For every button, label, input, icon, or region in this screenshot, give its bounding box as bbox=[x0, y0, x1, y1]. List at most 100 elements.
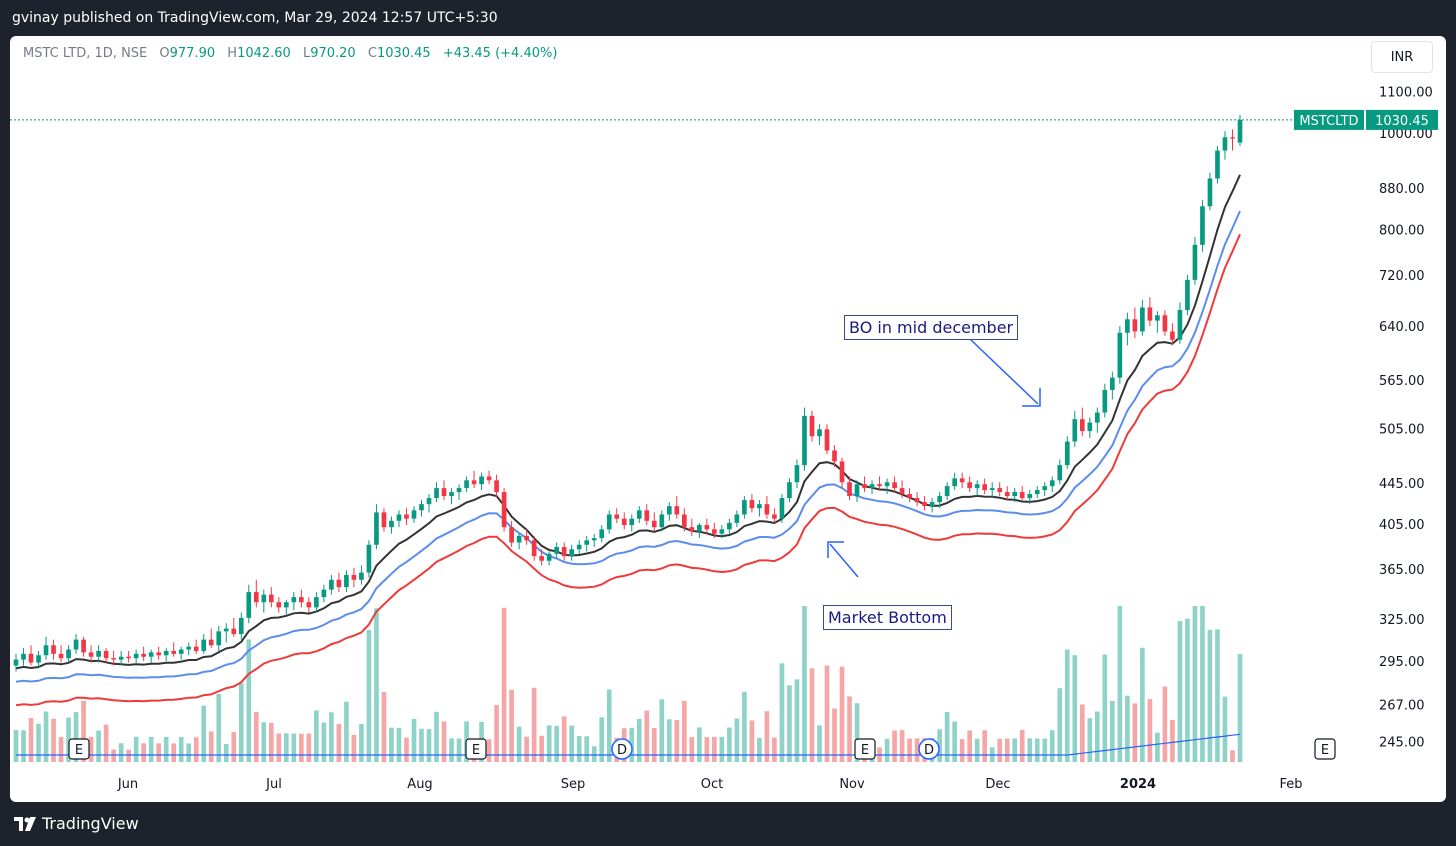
candle bbox=[892, 482, 897, 489]
legend-close: 1030.45 bbox=[376, 46, 431, 61]
earnings-marker bbox=[1314, 738, 1336, 760]
volume-bar bbox=[967, 730, 972, 762]
candle bbox=[862, 484, 867, 489]
legend-low-label: L bbox=[302, 46, 311, 61]
volume-bar bbox=[238, 683, 244, 762]
x-tick-label: Feb bbox=[1279, 777, 1302, 792]
candle bbox=[13, 659, 19, 666]
volume-bar bbox=[96, 730, 101, 762]
dividend-marker bbox=[918, 738, 940, 760]
annotation-bo-mid-december: BO in mid december bbox=[844, 315, 1019, 340]
y-tick-label: 267.00 bbox=[1379, 698, 1425, 713]
candle bbox=[464, 480, 469, 489]
volume-bar bbox=[118, 743, 124, 762]
volume-bar bbox=[1170, 719, 1175, 762]
volume-bar bbox=[674, 719, 680, 762]
candle bbox=[1215, 150, 1220, 179]
volume-bar bbox=[1079, 704, 1085, 762]
volume-bar bbox=[591, 746, 597, 762]
volume-bar bbox=[1162, 686, 1168, 762]
tradingview-logo[interactable]: TradingView bbox=[14, 814, 139, 833]
volume-bar bbox=[284, 733, 289, 762]
volume-bar bbox=[727, 727, 732, 762]
volume-bar bbox=[524, 736, 529, 762]
volume-bar bbox=[779, 663, 785, 762]
candle bbox=[1162, 315, 1168, 332]
volume-bar bbox=[299, 733, 304, 762]
volume-bar bbox=[411, 718, 417, 762]
volume-bar bbox=[103, 724, 109, 762]
candle bbox=[516, 535, 522, 543]
candle bbox=[141, 653, 146, 657]
x-tick-label: Sep bbox=[561, 777, 586, 792]
candle bbox=[591, 538, 597, 541]
volume-bar bbox=[88, 737, 94, 762]
candle bbox=[599, 529, 605, 539]
candle bbox=[569, 549, 575, 557]
candle bbox=[764, 504, 770, 515]
volume-bar bbox=[689, 737, 695, 762]
candle bbox=[81, 639, 86, 653]
volume-bar bbox=[359, 723, 364, 762]
candle bbox=[359, 572, 364, 580]
candle bbox=[839, 461, 845, 483]
volume-bar bbox=[43, 711, 49, 762]
volume-bar bbox=[501, 607, 507, 762]
volume-bar bbox=[1087, 718, 1093, 762]
volume-bar bbox=[719, 736, 725, 762]
candle bbox=[261, 594, 267, 603]
candle bbox=[539, 556, 544, 561]
ma-mid-line bbox=[15, 210, 1241, 683]
y-tick-label: 245.00 bbox=[1379, 735, 1425, 750]
volume-bar bbox=[937, 729, 942, 762]
legend-open: 977.90 bbox=[169, 46, 216, 61]
volume-bar bbox=[66, 717, 71, 762]
candle bbox=[344, 574, 349, 588]
volume-bar bbox=[974, 738, 980, 762]
volume-bar bbox=[1177, 621, 1183, 762]
volume-bar bbox=[884, 738, 890, 762]
candle bbox=[952, 478, 957, 487]
volume-bar bbox=[201, 705, 207, 762]
chart-area[interactable]: 1100.00 1000.00 880.00 800.00 720.00 640.00 56… bbox=[10, 36, 1446, 802]
candle bbox=[268, 594, 274, 603]
volume-bar bbox=[832, 708, 837, 762]
ma-short-line bbox=[15, 174, 1241, 670]
candle bbox=[501, 492, 507, 528]
volume-bar bbox=[997, 738, 1003, 762]
candle bbox=[576, 544, 582, 550]
candle bbox=[411, 510, 417, 519]
volume-bar bbox=[794, 679, 800, 762]
x-tick-label: Jun bbox=[117, 777, 138, 792]
candle bbox=[479, 476, 484, 485]
candle bbox=[779, 498, 785, 519]
volume-bar bbox=[389, 727, 394, 762]
volume-bar bbox=[697, 727, 702, 762]
volume-bar bbox=[817, 725, 822, 762]
volume-bar bbox=[659, 699, 665, 762]
candle bbox=[847, 482, 852, 497]
currency-button[interactable]: INR bbox=[1371, 41, 1433, 73]
candle bbox=[1064, 441, 1070, 466]
volume-bar bbox=[276, 733, 282, 762]
event-marker-label: D bbox=[617, 743, 627, 758]
volume-bar bbox=[734, 718, 740, 762]
volume-bar bbox=[854, 703, 860, 762]
x-tick-label: Nov bbox=[839, 777, 865, 792]
candle bbox=[1012, 492, 1018, 497]
volume-bar bbox=[636, 718, 642, 762]
volume-bar bbox=[847, 696, 852, 762]
candle bbox=[1222, 137, 1228, 151]
volume-bar bbox=[163, 736, 169, 762]
price-chart[interactable]: 1100.00 1000.00 880.00 800.00 720.00 640.00 56… bbox=[10, 36, 1446, 802]
candle bbox=[697, 525, 702, 532]
volume-bar bbox=[314, 710, 319, 762]
volume-bar bbox=[344, 701, 349, 762]
candle bbox=[689, 527, 695, 532]
volume-bar bbox=[449, 738, 454, 762]
volume-bar bbox=[419, 728, 424, 762]
volume-bar bbox=[606, 689, 612, 762]
candle bbox=[869, 484, 875, 489]
volume-bar bbox=[787, 685, 792, 762]
event-marker-label: E bbox=[472, 743, 480, 758]
